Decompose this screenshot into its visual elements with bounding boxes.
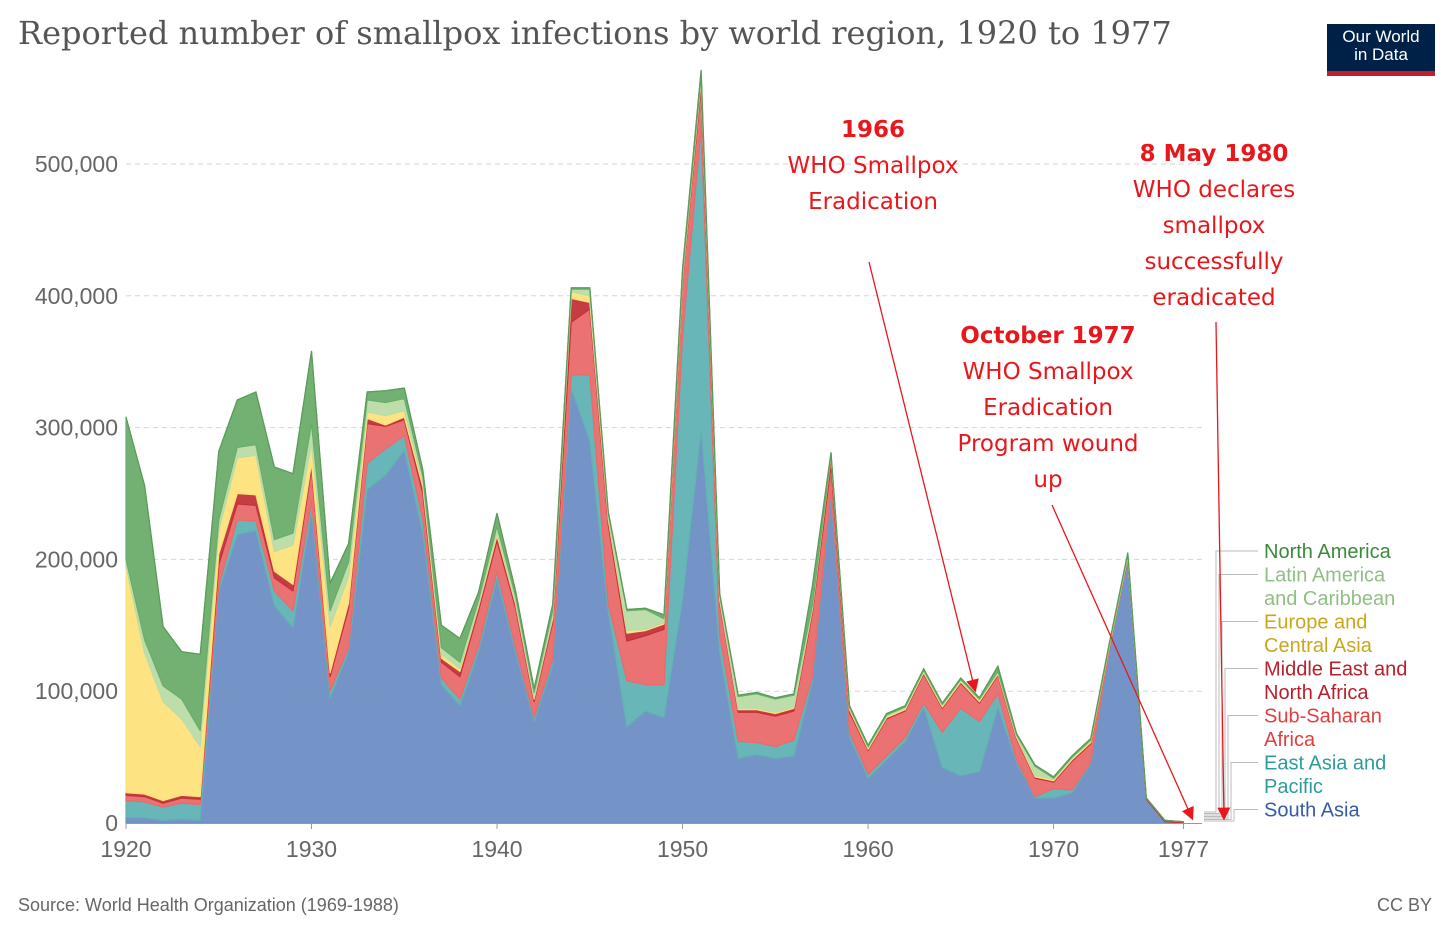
y-axis-ticks: 0 100,000 200,000 300,000 400,000 500,000 — [35, 151, 118, 836]
legend-entry[interactable]: Latin America — [1264, 565, 1386, 587]
legend-entry[interactable]: Central Asia — [1264, 635, 1373, 657]
annotation-line: Program wound — [958, 431, 1139, 457]
x-tick-label: 1970 — [1028, 836, 1079, 862]
legend-entry[interactable]: and Caribbean — [1264, 588, 1395, 610]
x-axis: 1920 1930 1940 1950 1960 1970 1977 — [100, 823, 1209, 862]
legend-connector — [1204, 809, 1258, 822]
legend-entry[interactable]: Europe and — [1264, 612, 1367, 634]
legend-entry[interactable]: Sub-Saharan — [1264, 706, 1382, 728]
x-tick-label: 1940 — [471, 836, 522, 862]
x-tick-label: 1930 — [286, 836, 337, 862]
annotation-arrow — [1051, 504, 1194, 821]
stack-outline — [125, 70, 1184, 823]
annotation-line: WHO Smallpox — [788, 153, 959, 179]
annotation-line: up — [1033, 467, 1062, 493]
logo-line-1: Our World — [1342, 27, 1420, 46]
x-tick-label: 1960 — [842, 836, 893, 862]
source-note: Source: World Health Organization (1969-… — [18, 895, 399, 915]
license-link[interactable]: CC BY — [1376, 895, 1432, 915]
legend-entry[interactable]: Pacific — [1264, 776, 1323, 798]
legend-entry[interactable]: East Asia and — [1264, 753, 1386, 775]
annotation-line: WHO declares — [1133, 177, 1295, 203]
annotation-line: eradicated — [1152, 285, 1275, 311]
legend-connector — [1204, 715, 1258, 819]
legend-connector — [1204, 668, 1258, 817]
legend-entry[interactable]: Middle East and — [1264, 659, 1407, 681]
annotation-line: successfully — [1144, 249, 1283, 275]
legend-entry[interactable]: South Asia — [1264, 800, 1361, 822]
y-tick-label: 500,000 — [35, 151, 118, 177]
annotation-arrow — [1215, 321, 1231, 821]
chart-title: Reported number of smallpox infections b… — [18, 14, 1172, 52]
annotation-arrow — [868, 261, 979, 693]
annotation-line: WHO Smallpox — [963, 359, 1134, 385]
legend-entry[interactable]: North Africa — [1264, 682, 1369, 704]
owid-logo[interactable]: Our World in Data — [1327, 24, 1435, 76]
annotation-line: October 1977 — [960, 323, 1135, 349]
y-tick-label: 0 — [105, 810, 118, 836]
y-tick-label: 200,000 — [35, 546, 118, 572]
annotations: 1966 WHO Smallpox Eradication October 1977 W… — [788, 117, 1295, 821]
annotation-line: smallpox — [1163, 213, 1266, 239]
y-tick-label: 400,000 — [35, 283, 118, 309]
annotation-line: Eradication — [983, 395, 1113, 421]
legend-entry[interactable]: North America — [1264, 541, 1392, 563]
y-tick-label: 100,000 — [35, 678, 118, 704]
annotation-line: 1966 — [841, 117, 905, 143]
annotation-line: Eradication — [808, 189, 938, 215]
x-tick-label: 1977 — [1158, 836, 1209, 862]
annotation-line: 8 May 1980 — [1140, 141, 1289, 167]
y-tick-label: 300,000 — [35, 415, 118, 441]
legend-connector — [1204, 762, 1258, 820]
legend-entry[interactable]: Africa — [1264, 729, 1316, 751]
x-tick-label: 1920 — [100, 836, 151, 862]
legend-connector — [1204, 550, 1258, 813]
logo-line-2: in Data — [1354, 45, 1408, 64]
legend-connector — [1204, 574, 1258, 814]
x-tick-label: 1950 — [657, 836, 708, 862]
